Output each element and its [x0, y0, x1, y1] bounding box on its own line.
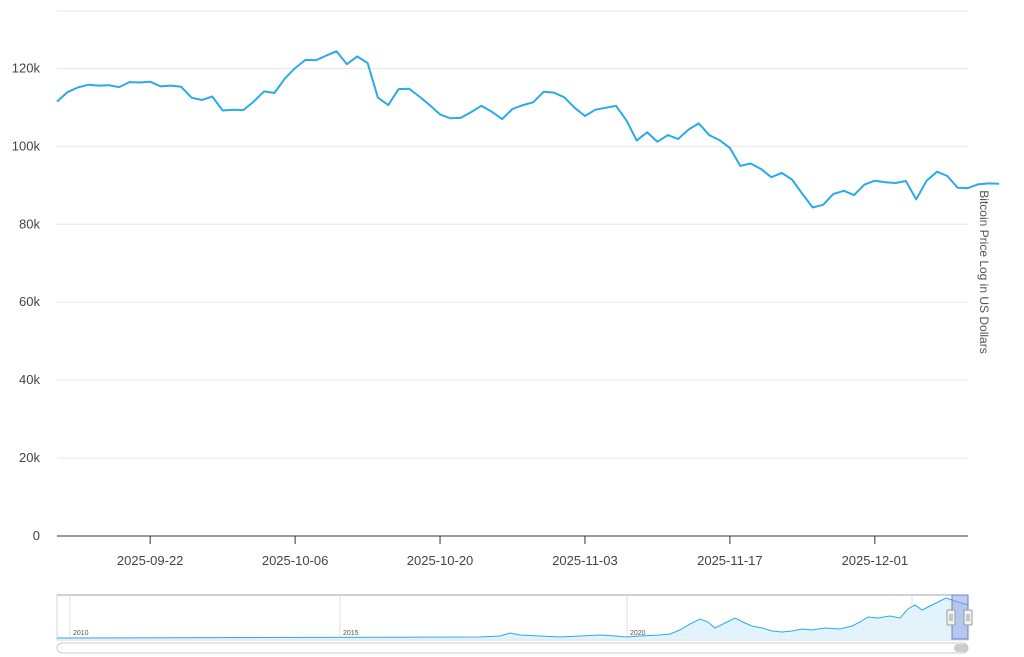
- navigator-handle-left[interactable]: [946, 609, 956, 626]
- y-axis-title-right: Bitcoin Price Log in US Dollars: [977, 190, 991, 353]
- y-tick-label: 20k: [19, 450, 40, 465]
- y-tick-label: 100k: [12, 138, 41, 153]
- navigator-handle-right[interactable]: [963, 609, 973, 626]
- y-tick-label: 0: [33, 528, 40, 543]
- navigator-year-label: 2015: [343, 630, 359, 637]
- x-tick-label: 2025-11-17: [697, 553, 763, 568]
- navigator-year-label: 2010: [73, 630, 89, 637]
- scrollbar-thumb[interactable]: [954, 644, 968, 652]
- series-line: [56, 50, 1000, 209]
- navigator-area: [57, 598, 968, 639]
- series-layer: [56, 50, 1000, 209]
- navigator-year-label: 2020: [630, 630, 646, 637]
- y-tick-label: 80k: [19, 216, 40, 231]
- scrollbar[interactable]: [56, 642, 969, 654]
- x-tick-label: 2025-10-06: [262, 553, 329, 568]
- scrollbar-track[interactable]: [56, 642, 969, 654]
- gridlines: [57, 10, 968, 459]
- navigator-line: [56, 597, 969, 639]
- x-tick-label: 2025-09-22: [117, 553, 184, 568]
- x-tick-label: 2025-10-20: [407, 553, 474, 568]
- x-tick-label: 2025-11-03: [552, 553, 618, 568]
- navigator[interactable]: 2010201520202025: [56, 594, 973, 641]
- y-axis-ticks: 0 20k 40k 60k 80k 100k 120k: [12, 60, 41, 543]
- x-tick-label: 2025-12-01: [842, 553, 909, 568]
- y-tick-label: 60k: [19, 294, 40, 309]
- y-tick-label: 120k: [12, 60, 41, 75]
- y-tick-label: 40k: [19, 372, 40, 387]
- x-axis-ticks: 2025-09-22 2025-10-06 2025-10-20 2025-11-03…: [117, 536, 908, 568]
